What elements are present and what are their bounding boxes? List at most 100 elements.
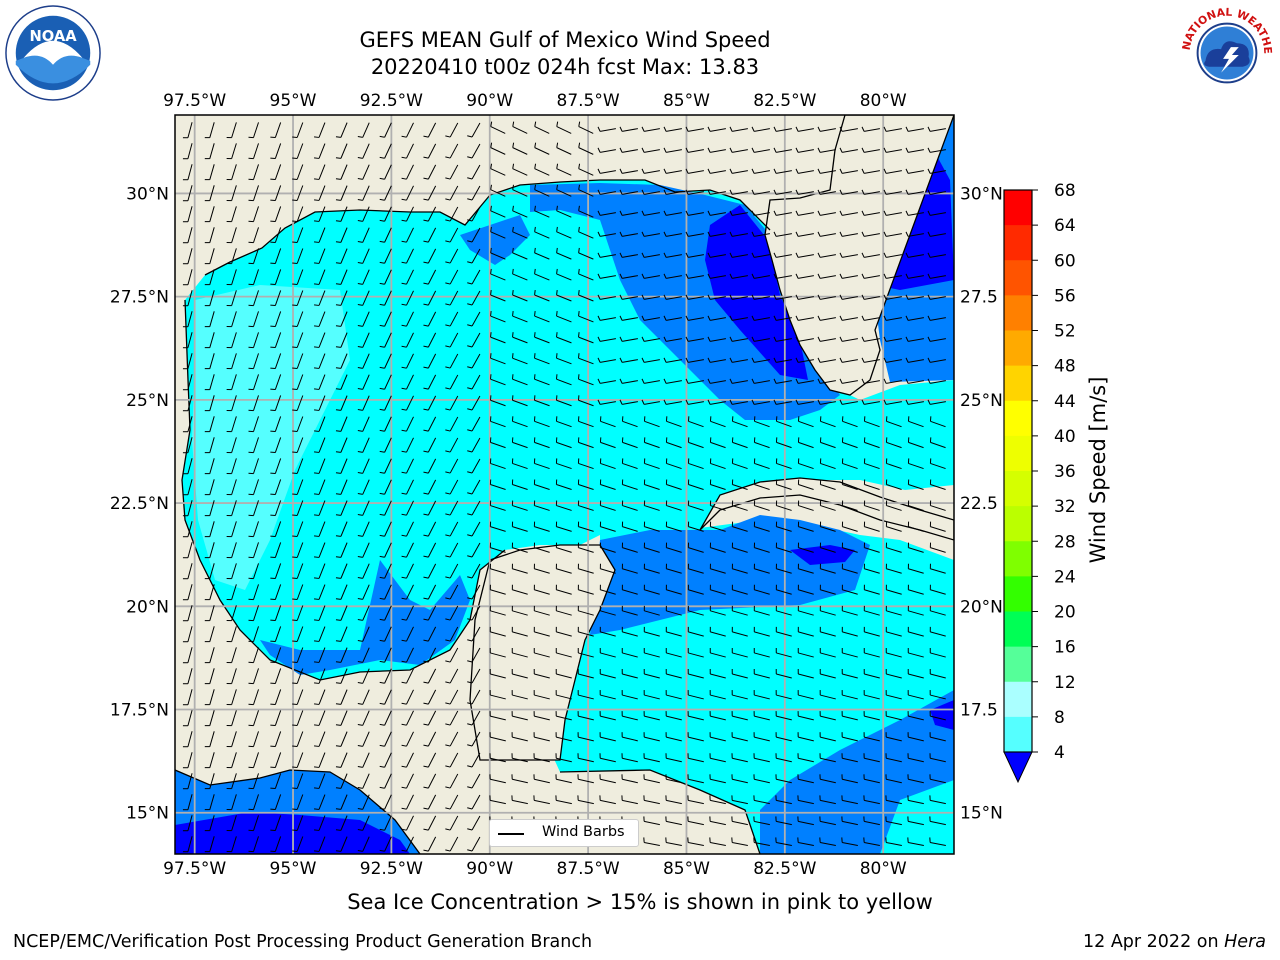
wind-barb — [471, 500, 481, 516]
wind-barb — [406, 227, 414, 243]
wind-barb — [688, 820, 704, 826]
lat-label-left: 25°N — [126, 391, 169, 411]
wind-barb-flag — [423, 723, 429, 726]
wind-barb — [253, 815, 259, 831]
wind-barb-flag — [641, 399, 645, 405]
wind-barb — [622, 359, 638, 363]
wind-barb-flag — [357, 304, 363, 306]
wind-barb — [578, 147, 594, 155]
wind-barb — [600, 462, 616, 470]
wind-barb — [820, 484, 836, 490]
wind-barb — [556, 799, 572, 805]
wind-barb-flag — [578, 184, 580, 190]
wind-barb — [864, 338, 880, 342]
wind-barb — [490, 126, 506, 134]
wind-barb — [512, 273, 528, 281]
wind-barb — [490, 147, 506, 155]
wind-barb — [776, 715, 792, 721]
wind-barb — [688, 149, 704, 153]
wind-barb — [340, 437, 348, 453]
wind-barb — [798, 694, 814, 700]
lon-label-top: 95°W — [270, 91, 317, 111]
wind-barb — [798, 505, 814, 511]
wind-barb — [732, 778, 748, 784]
wind-barb — [556, 273, 572, 281]
wind-barb — [340, 311, 348, 327]
wind-barb-flag — [707, 189, 711, 195]
wind-barb — [362, 395, 370, 411]
wind-barb — [471, 437, 481, 453]
wind-barb — [666, 462, 682, 470]
wind-barb — [296, 521, 304, 537]
wind-barb-flag — [773, 147, 777, 153]
wind-barb — [556, 694, 572, 700]
wind-barb-flag — [379, 387, 385, 390]
wind-barb — [578, 420, 594, 428]
wind-barb — [710, 820, 726, 826]
lat-label-right: 20°N — [960, 597, 1003, 617]
wind-barb — [556, 399, 572, 407]
wind-barb-flag — [314, 472, 320, 474]
wind-barb-flag — [619, 378, 623, 384]
wind-barb — [253, 710, 259, 726]
wind-barb — [296, 122, 304, 138]
wind-barb-flag — [685, 357, 689, 363]
wind-barb — [490, 736, 506, 742]
wind-barb — [427, 143, 437, 159]
wind-barb — [710, 673, 726, 679]
wind-barb — [688, 715, 704, 721]
wind-barb — [886, 652, 902, 658]
wind-barb-flag — [663, 189, 667, 195]
wind-barb — [274, 437, 282, 453]
wind-barb — [820, 673, 836, 679]
wind-barb-flag — [927, 189, 931, 195]
wind-barb — [864, 275, 880, 279]
wind-barb — [512, 778, 528, 784]
wind-barb-flag — [685, 294, 689, 300]
wind-barb-flag — [773, 210, 777, 216]
wind-barb — [490, 799, 506, 805]
wind-barb-flag — [357, 556, 363, 558]
wind-barb — [710, 841, 726, 847]
wind-barb — [820, 401, 836, 405]
wind-barb — [406, 521, 414, 537]
wind-barb — [798, 799, 814, 805]
wind-barb-flag — [597, 168, 601, 174]
wind-barb-flag — [729, 315, 733, 321]
wind-barb-flag — [578, 226, 580, 232]
wind-barb-flag — [927, 210, 931, 216]
wind-barb — [512, 126, 528, 134]
wind-barb-flag — [467, 618, 473, 621]
wind-barb — [842, 233, 858, 237]
wind-barb — [776, 462, 792, 470]
wind-barb — [688, 170, 704, 174]
wind-barb-flag — [467, 828, 473, 831]
wind-barb — [732, 128, 748, 132]
colorbar-segment — [1004, 541, 1032, 577]
wind-barb-flag — [905, 210, 909, 216]
wind-barb — [908, 820, 924, 826]
colorbar-tick-label: 56 — [1054, 286, 1076, 306]
lon-label-top: 80°W — [860, 91, 907, 111]
wind-barb — [666, 191, 682, 195]
wind-barb — [798, 380, 814, 384]
wind-barb-flag — [861, 399, 865, 405]
wind-barb — [296, 773, 304, 789]
wind-barb — [556, 778, 572, 784]
wind-barb-flag — [379, 261, 385, 264]
wind-barb — [471, 311, 481, 327]
wind-barb-flag — [401, 219, 407, 222]
wind-barb-flag — [357, 745, 363, 747]
wind-barb — [842, 820, 858, 826]
wind-barb — [688, 778, 704, 784]
wind-barb — [296, 647, 304, 663]
wind-barb — [187, 584, 193, 600]
wind-barb-flag — [314, 493, 320, 495]
wind-barb — [644, 401, 660, 405]
wind-barb — [600, 441, 616, 449]
wind-barb — [798, 715, 814, 721]
wind-barb-flag — [314, 745, 320, 747]
wind-barb — [798, 462, 814, 470]
wind-barb — [231, 731, 237, 747]
wind-barb — [187, 689, 193, 705]
